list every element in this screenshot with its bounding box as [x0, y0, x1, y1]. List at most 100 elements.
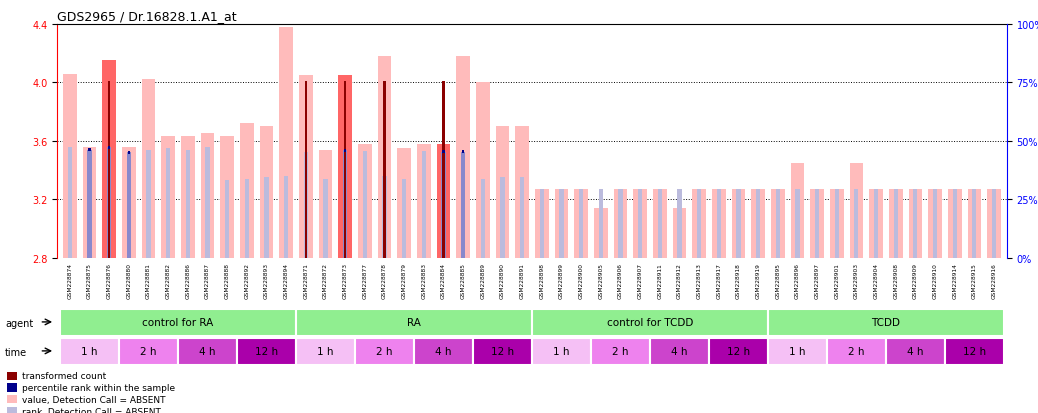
Bar — [973, 190, 977, 258]
Text: GSM228894: GSM228894 — [283, 263, 289, 299]
Bar — [638, 190, 643, 258]
FancyBboxPatch shape — [532, 309, 768, 336]
Bar — [559, 190, 564, 258]
Bar — [442, 82, 444, 258]
Bar — [732, 190, 745, 258]
Bar — [756, 190, 760, 258]
Text: GSM228879: GSM228879 — [402, 263, 407, 299]
Bar — [83, 147, 97, 258]
FancyBboxPatch shape — [945, 338, 1004, 365]
Text: GSM228914: GSM228914 — [952, 263, 957, 298]
Text: GSM228916: GSM228916 — [991, 263, 996, 298]
Text: GSM228915: GSM228915 — [972, 263, 977, 298]
Bar — [633, 190, 647, 258]
Bar — [67, 147, 72, 258]
Text: GSM228873: GSM228873 — [343, 263, 348, 299]
Bar — [166, 149, 170, 258]
Bar — [830, 190, 844, 258]
Text: GSM228908: GSM228908 — [894, 263, 898, 299]
Text: 2 h: 2 h — [376, 347, 392, 356]
Bar — [540, 190, 544, 258]
Text: 12 h: 12 h — [963, 347, 986, 356]
Bar — [692, 190, 706, 258]
Bar — [908, 190, 923, 258]
Bar — [378, 57, 391, 258]
Bar — [358, 145, 372, 258]
Text: GSM228903: GSM228903 — [854, 263, 858, 299]
Text: GSM228896: GSM228896 — [795, 263, 800, 298]
Text: GSM228871: GSM228871 — [303, 263, 308, 298]
FancyBboxPatch shape — [7, 395, 17, 404]
Bar — [87, 150, 91, 258]
FancyBboxPatch shape — [60, 338, 119, 365]
Text: 2 h: 2 h — [848, 347, 865, 356]
Text: GSM228886: GSM228886 — [186, 263, 190, 298]
Bar — [953, 190, 957, 258]
Bar — [948, 190, 961, 258]
FancyBboxPatch shape — [355, 338, 414, 365]
Text: 2 h: 2 h — [140, 347, 157, 356]
Bar — [108, 82, 110, 258]
Bar — [299, 76, 312, 258]
FancyBboxPatch shape — [7, 372, 17, 380]
Text: GSM228900: GSM228900 — [578, 263, 583, 299]
Bar — [362, 152, 366, 258]
Text: value, Detection Call = ABSENT: value, Detection Call = ABSENT — [22, 395, 165, 404]
Bar — [554, 190, 569, 258]
Text: GSM228912: GSM228912 — [677, 263, 682, 298]
Bar — [265, 178, 269, 258]
Bar — [500, 178, 504, 258]
Text: GSM228906: GSM228906 — [618, 263, 623, 298]
Bar — [161, 137, 175, 258]
Text: GSM228918: GSM228918 — [736, 263, 741, 298]
Bar — [240, 124, 253, 258]
Bar — [658, 190, 662, 258]
Bar — [716, 190, 720, 258]
Bar — [987, 190, 1001, 258]
FancyBboxPatch shape — [7, 383, 17, 392]
Bar — [181, 137, 195, 258]
Text: percentile rank within the sample: percentile rank within the sample — [22, 383, 174, 392]
FancyBboxPatch shape — [885, 338, 945, 365]
Text: 12 h: 12 h — [727, 347, 750, 356]
Bar — [653, 190, 666, 258]
Text: 4 h: 4 h — [199, 347, 216, 356]
Bar — [481, 179, 485, 258]
Bar — [324, 179, 328, 258]
Bar — [206, 147, 210, 258]
Bar — [775, 190, 780, 258]
Bar — [967, 190, 981, 258]
Text: 1 h: 1 h — [789, 347, 805, 356]
Bar — [520, 178, 524, 258]
Text: TCDD: TCDD — [872, 318, 900, 328]
Bar — [220, 137, 234, 258]
Bar — [200, 134, 215, 258]
FancyBboxPatch shape — [60, 309, 296, 336]
Bar — [186, 150, 190, 258]
Bar — [344, 82, 347, 258]
Bar — [402, 179, 406, 258]
Bar — [417, 145, 431, 258]
Bar — [461, 152, 465, 258]
Text: GSM228892: GSM228892 — [244, 263, 249, 299]
Text: GSM228890: GSM228890 — [500, 263, 504, 299]
Text: transformed count: transformed count — [22, 371, 106, 380]
Bar — [515, 127, 529, 258]
Bar — [260, 127, 273, 258]
Bar — [344, 151, 348, 258]
Bar — [462, 151, 464, 154]
Text: 1 h: 1 h — [81, 347, 98, 356]
Bar — [811, 190, 824, 258]
Bar — [835, 190, 839, 258]
Text: GSM228878: GSM228878 — [382, 263, 387, 299]
Bar — [599, 190, 603, 258]
Bar — [613, 190, 627, 258]
Bar — [874, 190, 878, 258]
Text: GSM228913: GSM228913 — [696, 263, 702, 298]
FancyBboxPatch shape — [591, 338, 650, 365]
Bar — [245, 179, 249, 258]
Bar — [495, 127, 510, 258]
Text: GSM228899: GSM228899 — [559, 263, 564, 299]
FancyBboxPatch shape — [414, 338, 473, 365]
Bar — [383, 82, 386, 258]
